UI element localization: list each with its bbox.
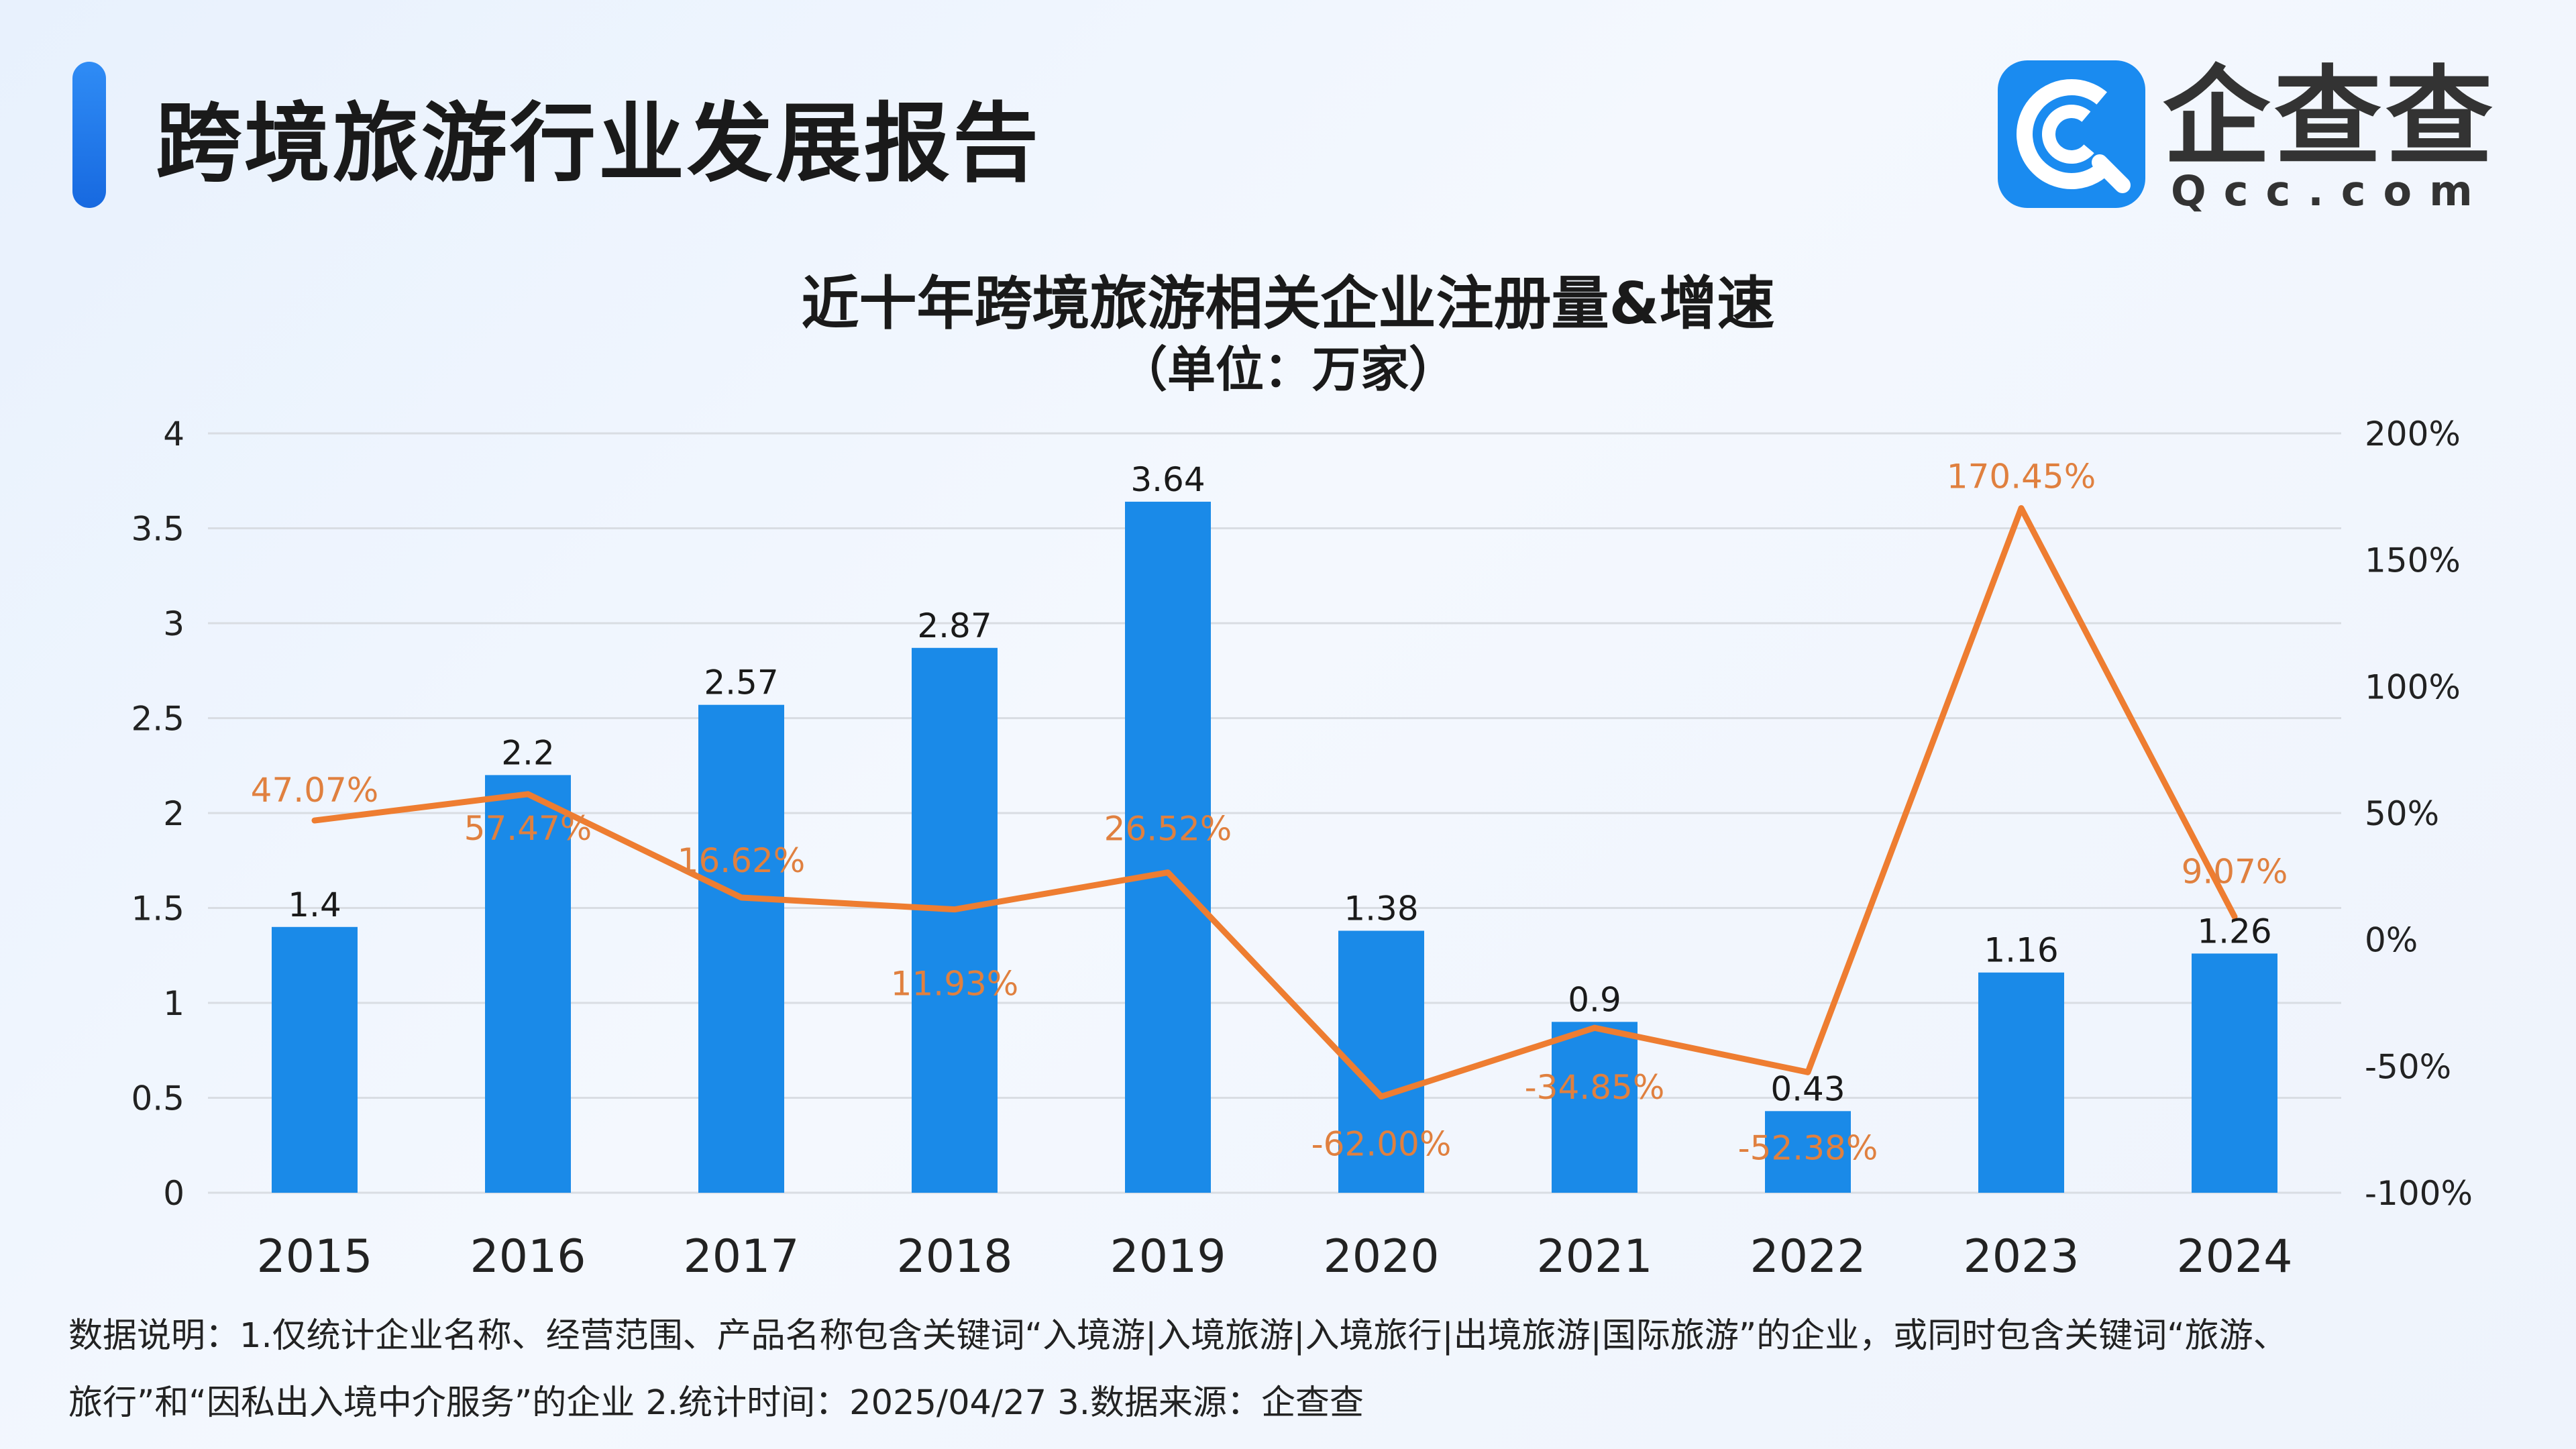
left-tick-label: 2 [163,794,184,833]
x-tick-label: 2019 [1110,1230,1226,1283]
growth-value-label: -52.38% [1738,1128,1878,1167]
bar-value-label: 0.9 [1568,980,1621,1019]
bar [1978,972,2064,1193]
logo-domain: Qcc.com [2171,166,2490,215]
line-point [1379,1094,1383,1099]
line-point [526,792,530,796]
bar [485,775,571,1193]
chart-title: 近十年跨境旅游相关企业注册量&增速 [801,270,1775,337]
data-labels: 1.4 2.2 2.57 2.87 3.64 1.38 0.9 0.43 1.16 1.26 47.… [251,458,2288,1168]
bar-value-label: 3.64 [1130,460,1205,499]
right-tick-label: 200% [2365,415,2461,453]
right-tick-label: 50% [2365,794,2439,833]
bar [698,704,784,1193]
chart-subtitle: （单位：万家） [1118,341,1457,398]
x-tick-label: 2023 [1963,1230,2079,1283]
left-tick-label: 1.5 [131,890,184,928]
bar [272,926,358,1193]
x-axis: 2015 2016 2017 2018 2019 2020 2021 2022 2023 2024 [256,1230,2292,1283]
left-tick-label: 1 [163,984,184,1023]
bar-value-label: 0.43 [1770,1069,1845,1108]
x-tick-label: 2017 [683,1230,799,1283]
line-point [1593,1026,1597,1030]
growth-value-label: 11.93% [891,965,1019,1004]
left-tick-label: 3.5 [131,510,184,549]
left-axis: 0 0.5 1 1.5 2 2.5 3 3.5 4 [131,415,184,1213]
right-tick-label: 0% [2365,921,2418,960]
bar-value-label: 2.57 [704,663,778,702]
footnote: 数据说明：1.仅统计企业名称、经营范围、产品名称包含关键词“入境游|入境旅游|入… [68,1303,2524,1437]
left-tick-label: 0.5 [131,1079,184,1118]
growth-value-label: 9.07% [2182,852,2288,891]
growth-value-label: -34.85% [1525,1068,1665,1107]
left-tick-label: 2.5 [131,700,184,739]
line-point [739,895,743,900]
x-tick-label: 2024 [2176,1230,2292,1283]
line-point [2233,914,2237,919]
bar-value-label: 2.87 [917,606,991,645]
right-tick-label: 150% [2365,541,2461,580]
line-point [1166,870,1170,875]
bar-value-label: 1.4 [288,885,341,924]
bar [1765,1111,1851,1193]
left-tick-label: 4 [163,415,184,453]
line-point [953,907,957,912]
growth-value-label: 170.45% [1947,458,2096,496]
bar [912,647,998,1193]
growth-value-label: 26.52% [1104,810,1232,849]
right-axis: -100% -50% 0% 50% 100% 150% 200% [2365,415,2473,1213]
bar-value-label: 1.38 [1344,889,1418,928]
bar-series [272,501,2277,1193]
right-tick-label: -50% [2365,1047,2451,1086]
bar-value-label: 2.2 [501,733,555,772]
left-tick-label: 0 [163,1174,184,1213]
line-point [1806,1070,1810,1075]
x-tick-label: 2022 [1750,1230,1866,1283]
bar-value-label: 1.16 [1984,931,2058,970]
left-tick-label: 3 [163,604,184,643]
qcc-logo: 企查查 Qcc.com [1998,60,2493,215]
x-tick-label: 2016 [470,1230,586,1283]
bar [1125,501,1211,1193]
x-tick-label: 2020 [1323,1230,1439,1283]
x-tick-label: 2021 [1536,1230,1652,1283]
line-series [311,505,2238,1100]
growth-value-label: 16.62% [678,841,806,880]
x-tick-label: 2015 [256,1230,372,1283]
growth-line [311,505,2238,1100]
line-point [313,818,317,823]
growth-value-label: 47.07% [251,771,379,810]
logo-name: 企查查 [2163,54,2498,180]
x-tick-label: 2018 [896,1230,1012,1283]
bar-value-label: 1.26 [2197,912,2271,951]
title-accent-bar [72,62,106,208]
right-tick-label: -100% [2365,1174,2473,1213]
qcc-logo-icon [1998,60,2145,208]
bar [1552,1022,1638,1193]
footnote-line-1: 数据说明：1.仅统计企业名称、经营范围、产品名称包含关键词“入境游|入境旅游|入… [68,1316,2288,1356]
report-title: 跨境旅游行业发展报告 [156,94,1042,194]
line-point [2019,506,2023,511]
bar [2192,953,2277,1193]
bar [1338,930,1424,1193]
growth-value-label: 57.47% [464,809,592,848]
right-tick-label: 100% [2365,667,2461,706]
footnote-line-2: 旅行”和“因私出入境中介服务”的企业 2.统计时间：2025/04/27 3.数… [68,1383,1364,1423]
growth-value-label: -62.00% [1311,1125,1452,1164]
